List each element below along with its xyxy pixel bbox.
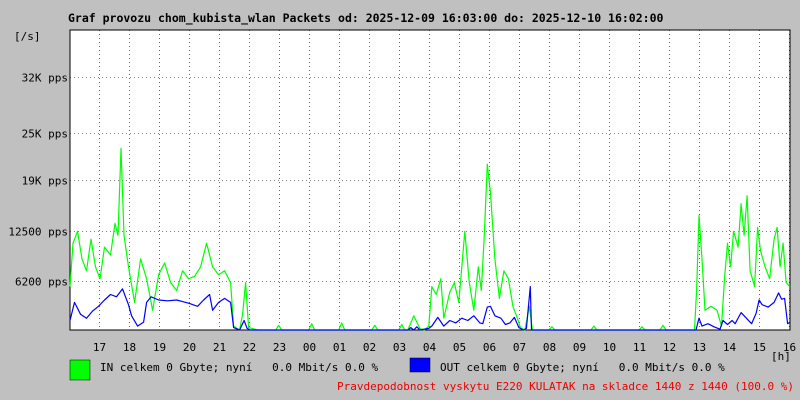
x-tick-label: 05	[453, 341, 466, 354]
x-tick-label: 20	[183, 341, 196, 354]
footer-note: Pravdepodobnost vyskytu E220 KULATAK na …	[337, 380, 794, 393]
x-tick-label: 13	[693, 341, 706, 354]
legend-in-swatch	[69, 359, 91, 381]
grid-lines	[70, 30, 790, 330]
x-tick-label: 23	[273, 341, 286, 354]
legend-out-swatch	[409, 357, 431, 373]
x-tick-label: 00	[303, 341, 316, 354]
x-tick-label: 04	[423, 341, 437, 354]
x-tick-label: 22	[243, 341, 256, 354]
y-axis-labels: 6200 pps 12500 pps 19K pps 25K pps 32K pps	[8, 72, 68, 289]
x-tick-label: 19	[153, 341, 166, 354]
y-tick-label: 32K pps	[22, 72, 68, 85]
legend-out-text: OUT celkem 0 Gbyte; nyní 0.0 Mbit/s 0.0 …	[440, 361, 725, 374]
y-axis-unit: [/s]	[14, 30, 41, 43]
y-tick-label: 25K pps	[22, 128, 68, 141]
series-layer	[69, 147, 791, 331]
x-tick-label: 14	[723, 341, 737, 354]
x-tick-label: 01	[333, 341, 346, 354]
y-tick-label: 19K pps	[22, 175, 68, 188]
plot-area	[69, 29, 791, 331]
x-tick-label: 15	[753, 341, 766, 354]
x-tick-label: 08	[543, 341, 556, 354]
x-tick-label: 02	[363, 341, 376, 354]
x-axis-unit: [h]	[771, 350, 791, 363]
x-tick-label: 06	[483, 341, 496, 354]
x-tick-label: 21	[213, 341, 226, 354]
x-tick-label: 03	[393, 341, 406, 354]
x-tick-label: 07	[513, 341, 526, 354]
y-tick-label: 12500 pps	[8, 226, 68, 239]
x-tick-label: 11	[633, 341, 646, 354]
chart-title: Graf provozu chom_kubista_wlan Packets o…	[68, 11, 664, 26]
series-out-line	[69, 286, 791, 331]
x-tick-label: 16	[783, 341, 796, 354]
x-tick-label: 12	[663, 341, 676, 354]
x-axis-labels: 17 18 19 20 21 22 23 00 01 02 03 04 05 06 07 08 09 10 11 12…	[93, 341, 796, 354]
x-tick-label: 17	[93, 341, 106, 354]
legend-in-text: IN celkem 0 Gbyte; nyní 0.0 Mbit/s 0.0 %	[100, 361, 379, 374]
y-tick-label: 6200 pps	[15, 276, 68, 289]
x-tick-label: 18	[123, 341, 136, 354]
x-tick-label: 09	[573, 341, 586, 354]
x-tick-label: 10	[603, 341, 616, 354]
series-in-line	[69, 147, 791, 331]
